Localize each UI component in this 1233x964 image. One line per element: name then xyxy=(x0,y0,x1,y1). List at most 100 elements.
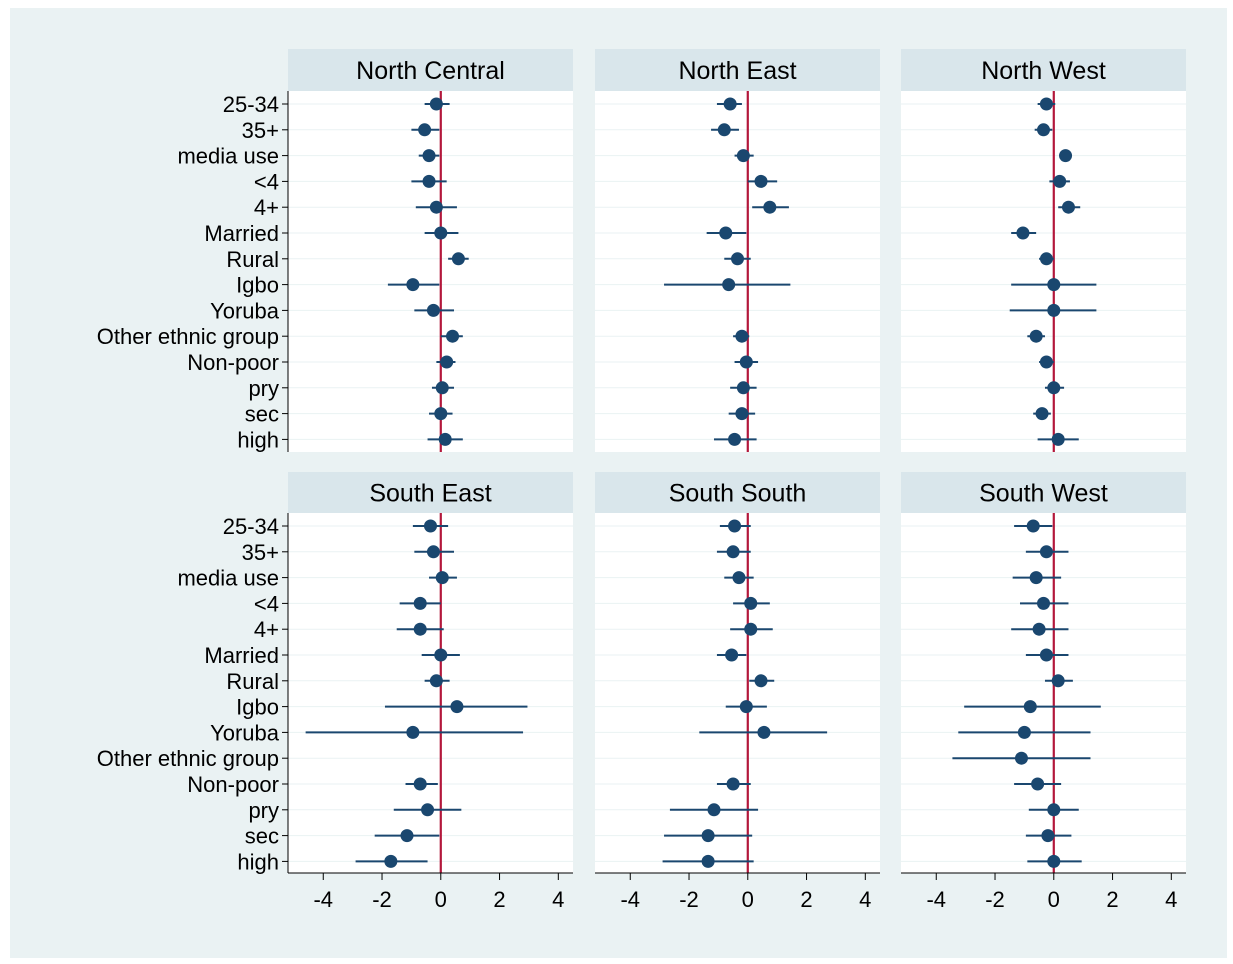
y-tick-label: 35+ xyxy=(242,540,279,565)
y-tick-label: 25-34 xyxy=(223,92,279,117)
y-tick-label: 4+ xyxy=(254,195,279,220)
point-estimate xyxy=(418,123,432,137)
y-tick-label: Non-poor xyxy=(187,350,279,375)
point-estimate xyxy=(744,622,758,636)
x-tick-label: -4 xyxy=(926,887,946,912)
y-tick-label: sec xyxy=(245,824,279,849)
point-estimate xyxy=(744,596,758,610)
point-estimate xyxy=(732,571,746,585)
x-tick-label: 0 xyxy=(435,887,447,912)
y-tick-label: media use xyxy=(177,144,279,169)
panel-strip-north-east xyxy=(595,49,880,91)
x-tick-label: 2 xyxy=(1106,887,1118,912)
x-tick-label: 2 xyxy=(493,887,505,912)
y-tick-label: Igbo xyxy=(236,273,279,298)
point-estimate xyxy=(451,252,465,266)
point-estimate xyxy=(735,407,749,421)
point-estimate xyxy=(406,725,420,739)
point-estimate xyxy=(1029,571,1043,585)
y-tick-label: Yoruba xyxy=(210,720,280,745)
point-estimate xyxy=(1017,725,1031,739)
point-estimate xyxy=(717,123,731,137)
point-estimate xyxy=(1037,596,1050,610)
point-estimate xyxy=(421,803,435,817)
y-tick-label: 4+ xyxy=(254,617,279,642)
point-estimate xyxy=(736,149,750,163)
point-estimate xyxy=(722,278,736,292)
point-estimate xyxy=(446,329,460,343)
x-tick-label: 0 xyxy=(1048,887,1060,912)
point-estimate xyxy=(726,777,740,791)
point-estimate xyxy=(1047,278,1061,292)
x-tick-label: 4 xyxy=(552,887,564,912)
point-estimate xyxy=(728,519,742,533)
panel-strip-south-south xyxy=(595,472,880,513)
point-estimate xyxy=(719,226,733,240)
y-tick-label: Yoruba xyxy=(210,298,280,323)
point-estimate xyxy=(736,381,750,395)
point-estimate xyxy=(435,571,449,585)
y-tick-label: Rural xyxy=(226,669,279,694)
y-tick-label: Married xyxy=(204,221,279,246)
x-tick-label: -2 xyxy=(679,887,699,912)
x-tick-label: 4 xyxy=(859,887,871,912)
y-tick-label: Married xyxy=(204,643,279,668)
point-estimate xyxy=(413,596,427,610)
panel-strip-south-west xyxy=(901,472,1186,513)
point-estimate xyxy=(1031,777,1045,791)
point-estimate xyxy=(422,174,436,188)
point-estimate xyxy=(701,829,715,843)
y-tick-label: Other ethnic group xyxy=(97,746,279,771)
point-estimate xyxy=(1032,622,1046,636)
point-estimate xyxy=(1047,854,1061,868)
point-estimate xyxy=(739,700,753,714)
point-estimate xyxy=(1047,803,1061,817)
point-estimate xyxy=(1039,252,1053,266)
point-estimate xyxy=(1047,303,1061,317)
point-estimate xyxy=(1041,829,1055,843)
y-tick-label: high xyxy=(237,427,279,452)
x-tick-label: -4 xyxy=(620,887,640,912)
panel-plot-area-north-central xyxy=(288,91,573,452)
panel-title-south-west: South West xyxy=(979,480,1108,508)
point-estimate xyxy=(1039,97,1053,111)
y-tick-label: sec xyxy=(245,402,279,427)
point-estimate xyxy=(400,829,414,843)
point-estimate xyxy=(1059,149,1073,163)
point-estimate xyxy=(406,278,420,292)
point-estimate xyxy=(424,519,437,533)
point-estimate xyxy=(763,200,777,214)
y-tick-label: 35+ xyxy=(242,118,279,143)
point-estimate xyxy=(723,97,737,111)
panel-strip-south-east xyxy=(288,472,573,513)
point-estimate xyxy=(440,355,454,369)
point-estimate xyxy=(1039,545,1053,559)
point-estimate xyxy=(429,97,443,111)
point-estimate xyxy=(1061,200,1075,214)
panel-title-south-south: South South xyxy=(669,480,807,508)
y-tick-label: media use xyxy=(177,566,279,591)
point-estimate xyxy=(1053,174,1067,188)
point-estimate xyxy=(735,329,749,343)
y-tick-label: Igbo xyxy=(236,695,279,720)
point-estimate xyxy=(1047,381,1061,395)
panel-plot-area-south-south xyxy=(595,513,880,873)
point-estimate xyxy=(1037,123,1050,137)
x-tick-label: 4 xyxy=(1165,887,1177,912)
x-tick-label: 2 xyxy=(800,887,812,912)
point-estimate xyxy=(1014,751,1028,765)
point-estimate xyxy=(429,200,443,214)
y-tick-label: pry xyxy=(248,376,279,401)
point-estimate xyxy=(754,674,768,688)
panel-plot-area-south-east xyxy=(288,513,573,873)
y-tick-label: Rural xyxy=(226,247,279,272)
panel-strip-north-central xyxy=(288,49,573,91)
point-estimate xyxy=(1029,329,1043,343)
point-estimate xyxy=(739,355,753,369)
point-estimate xyxy=(1039,355,1053,369)
point-estimate xyxy=(1016,226,1030,240)
point-estimate xyxy=(1051,432,1065,446)
point-estimate xyxy=(438,432,452,446)
point-estimate xyxy=(450,700,464,714)
